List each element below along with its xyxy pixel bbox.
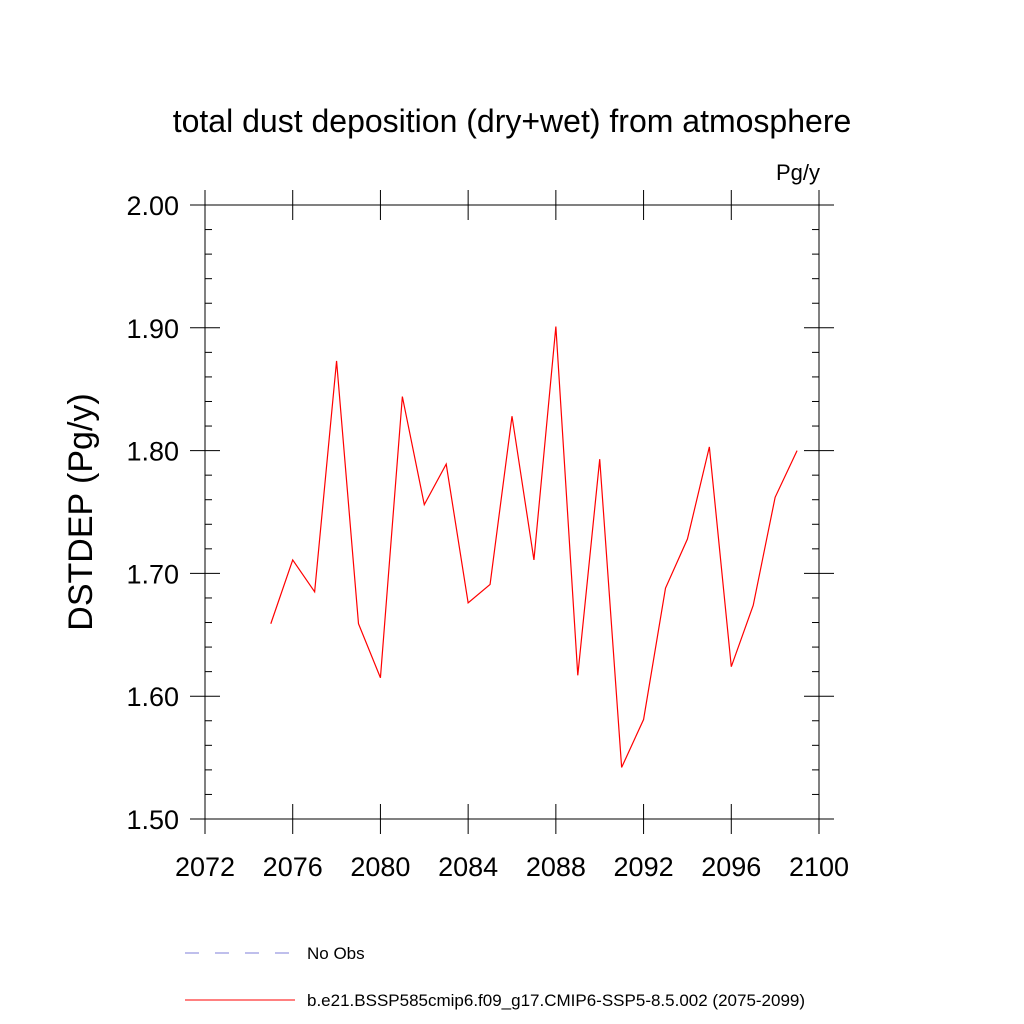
units-label: Pg/y xyxy=(776,160,820,185)
x-tick-label: 2072 xyxy=(175,852,235,882)
y-tick-label: 1.90 xyxy=(126,314,179,344)
plot-frame xyxy=(204,204,820,820)
x-tick-label: 2096 xyxy=(701,852,761,882)
legend: No Obs b.e21.BSSP585cmip6.f09_g17.CMIP6-S… xyxy=(185,944,805,1010)
y-axis-label: DSTDEP (Pg/y) xyxy=(62,393,100,630)
x-tick-label: 2092 xyxy=(614,852,674,882)
y-tick-label: 1.60 xyxy=(126,682,179,712)
series-line-0 xyxy=(270,326,798,768)
y-tick-label: 1.50 xyxy=(126,805,179,835)
legend-label-0: No Obs xyxy=(307,944,365,963)
chart-title: total dust deposition (dry+wet) from atm… xyxy=(173,103,852,139)
axis-ticks xyxy=(190,190,834,834)
x-tick-label: 2088 xyxy=(526,852,586,882)
series-group xyxy=(270,326,798,768)
y-tick-label: 1.80 xyxy=(126,437,179,467)
legend-label-1: b.e21.BSSP585cmip6.f09_g17.CMIP6-SSP5-8.… xyxy=(307,991,805,1010)
x-tick-label: 2080 xyxy=(350,852,410,882)
axis-tick-labels: 2072 2076 2080 2084 2088 2092 2096 2100 1.50 1.60… xyxy=(126,191,849,882)
y-tick-label: 2.00 xyxy=(126,191,179,221)
y-tick-label: 1.70 xyxy=(126,559,179,589)
x-tick-label: 2100 xyxy=(789,852,849,882)
x-tick-label: 2084 xyxy=(438,852,498,882)
x-tick-label: 2076 xyxy=(263,852,323,882)
